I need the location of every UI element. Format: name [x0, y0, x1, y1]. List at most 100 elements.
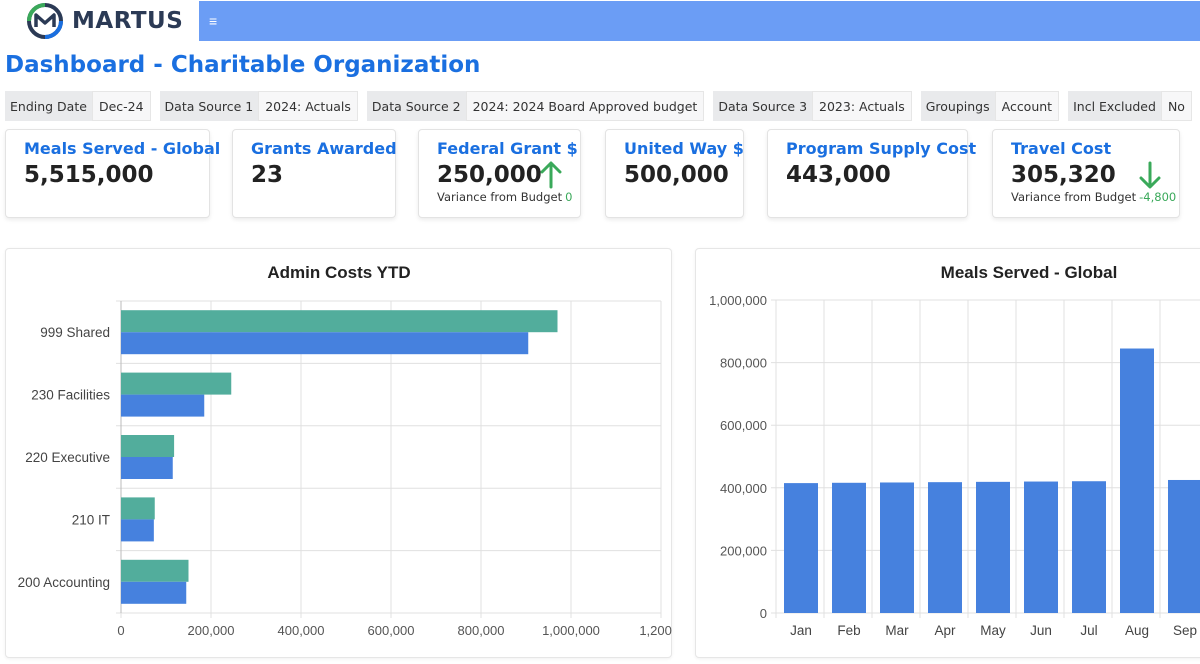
kpi-value: 443,000 — [786, 162, 891, 188]
bar — [1072, 481, 1106, 613]
x-tick-label: Jan — [790, 623, 812, 638]
x-tick-label: 800,000 — [458, 623, 505, 638]
martus-logo-icon — [27, 3, 63, 39]
x-tick-label: Feb — [837, 623, 860, 638]
bar — [121, 519, 154, 542]
y-tick-label: 230 Facilities — [31, 388, 110, 403]
bar — [880, 482, 914, 613]
y-tick-label: 800,000 — [720, 356, 767, 371]
filter-label: Data Source 3 — [713, 91, 813, 121]
y-tick-label: 1,000,000 — [709, 293, 767, 308]
kpi-title: Federal Grant $ — [437, 139, 578, 158]
kpi-variance-label: Variance from Budget — [1011, 190, 1137, 204]
x-tick-label: 200,000 — [188, 623, 235, 638]
filter-ending-date[interactable]: Ending Date Dec-24 — [5, 91, 151, 121]
x-tick-label: May — [980, 623, 1006, 638]
filter-label: Groupings — [920, 91, 995, 121]
top-bar: MARTUS ≡ — [0, 0, 1200, 42]
kpi-variance: Variance from Budget -4,800 — [1011, 190, 1179, 204]
bar — [1120, 348, 1154, 613]
chart-title: Admin Costs YTD — [267, 263, 410, 282]
y-tick-label: 200 Accounting — [18, 575, 110, 590]
page-title: Dashboard - Charitable Organization — [5, 52, 481, 78]
bar — [121, 559, 189, 582]
y-tick-label: 600,000 — [720, 418, 767, 433]
y-tick-label: 210 IT — [72, 512, 110, 527]
kpi-variance-value: -4,800 — [1139, 190, 1177, 204]
filter-value[interactable]: 2024: 2024 Board Approved budget — [465, 91, 705, 121]
kpi-variance-value: 0 — [565, 190, 573, 204]
filter-groupings[interactable]: Groupings Account — [920, 91, 1060, 121]
x-tick-label: Aug — [1125, 623, 1149, 638]
kpi-variance: Variance from Budget 0 — [437, 190, 580, 204]
kpi-title: Travel Cost — [1011, 139, 1112, 158]
kpi-value: 5,515,000 — [24, 162, 154, 188]
admin-costs-chart-panel: Admin Costs YTD 0 200,000 400,000 600,000 80… — [5, 248, 683, 658]
filter-label: Incl Excluded — [1068, 91, 1161, 121]
bar — [928, 482, 962, 613]
kpi-title: United Way $ — [624, 139, 744, 158]
x-tick-label: Mar — [885, 623, 909, 638]
filter-value[interactable]: 2023: Actuals — [812, 91, 912, 121]
bar — [832, 482, 866, 613]
y-tick-label: 400,000 — [720, 481, 767, 496]
kpi-title: Meals Served - Global — [24, 139, 221, 158]
kpi-title: Grants Awarded — [251, 139, 397, 158]
x-tick-label: 1,000,000 — [542, 623, 600, 638]
filter-label: Ending Date — [5, 91, 92, 121]
x-tick-label: 400,000 — [278, 623, 325, 638]
meals-served-chart-panel: Meals Served - Global 0 200,000 400,000 600… — [695, 248, 1200, 658]
kpi-card-travel-cost[interactable]: Travel Cost 305,320 Variance from Budget… — [992, 129, 1180, 218]
y-tick-label: 200,000 — [720, 543, 767, 558]
y-tick-label: 0 — [760, 606, 767, 621]
bar — [121, 372, 232, 395]
hamburger-menu-icon[interactable]: ≡ — [209, 13, 218, 29]
kpi-card-united-way[interactable]: United Way $ 500,000 — [605, 129, 744, 218]
kpi-title: Program Supply Cost — [786, 139, 977, 158]
arrow-up-icon — [540, 161, 562, 189]
bar — [121, 457, 173, 479]
chart-title: Meals Served - Global — [941, 263, 1118, 282]
kpi-value: 250,000 — [437, 162, 542, 188]
filter-value[interactable]: Dec-24 — [91, 91, 151, 121]
x-tick-label: 0 — [117, 623, 124, 638]
meals-served-chart: Meals Served - Global 0 200,000 400,000 600… — [709, 263, 1200, 638]
nav-bar: ≡ — [199, 1, 1200, 41]
x-tick-label: 600,000 — [368, 623, 415, 638]
filter-data-source-3[interactable]: Data Source 3 2023: Actuals — [713, 91, 912, 121]
bar — [1168, 479, 1200, 613]
filter-label: Data Source 2 — [366, 91, 466, 121]
kpi-value: 305,320 — [1011, 162, 1116, 188]
x-tick-label: Jul — [1080, 623, 1097, 638]
kpi-value: 500,000 — [624, 162, 729, 188]
bar — [121, 497, 155, 520]
x-tick-label: Apr — [934, 623, 956, 638]
bar — [976, 481, 1010, 613]
kpi-card-grants-awarded[interactable]: Grants Awarded 23 — [232, 129, 397, 218]
bar — [1024, 481, 1058, 613]
filter-incl-excluded[interactable]: Incl Excluded No — [1068, 91, 1192, 121]
y-tick-label: 220 Executive — [25, 450, 110, 465]
kpi-variance-label: Variance from Budget — [437, 190, 563, 204]
filter-value[interactable]: 2024: Actuals — [258, 91, 358, 121]
bar — [121, 394, 205, 417]
filter-data-source-2[interactable]: Data Source 2 2024: 2024 Board Approved … — [366, 91, 705, 121]
x-tick-label: Jun — [1030, 623, 1052, 638]
kpi-card-federal-grant[interactable]: Federal Grant $ 250,000 Variance from Bu… — [418, 129, 581, 218]
bar — [121, 581, 187, 604]
admin-costs-chart: Admin Costs YTD 0 200,000 400,000 600,000 80… — [18, 263, 683, 638]
filter-bar: Ending Date Dec-24 Data Source 1 2024: A… — [5, 91, 1200, 121]
filter-data-source-1[interactable]: Data Source 1 2024: Actuals — [159, 91, 358, 121]
x-tick-label: Sep — [1173, 623, 1197, 638]
bar — [121, 435, 175, 457]
x-tick-label: 1,200,0 — [639, 623, 673, 638]
y-tick-label: 999 Shared — [40, 325, 110, 340]
kpi-card-meals-served[interactable]: Meals Served - Global 5,515,000 — [5, 129, 221, 218]
brand-name: MARTUS — [72, 8, 184, 34]
filter-value[interactable]: Account — [994, 91, 1060, 121]
arrow-down-icon — [1139, 161, 1161, 189]
brand[interactable]: MARTUS — [0, 0, 199, 42]
filter-value[interactable]: No — [1160, 91, 1192, 121]
bar — [784, 483, 818, 613]
kpi-card-program-supply-cost[interactable]: Program Supply Cost 443,000 — [767, 129, 977, 218]
